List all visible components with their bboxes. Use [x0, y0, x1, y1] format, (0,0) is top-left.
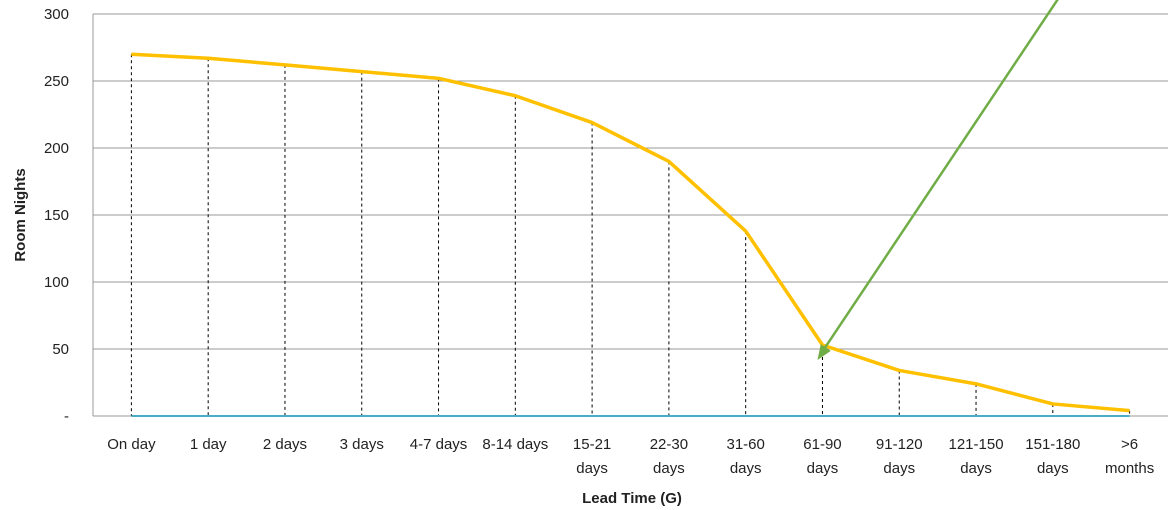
x-tick-label: 121-150 days	[949, 436, 1004, 477]
x-tick-labels: On day 1 day 2 days 3 days 4-7 days 8-14 days…	[107, 436, 1154, 477]
x-tick-label: 151-180 days	[1025, 436, 1080, 477]
y-tick-label: 150	[44, 207, 69, 224]
x-tick-label: 22-30 days	[650, 436, 688, 477]
x-tick-label: 4-7 days	[410, 436, 468, 453]
x-tick-label: 1 day	[190, 436, 227, 453]
drop-lines	[130, 54, 1131, 416]
x-axis-title: Lead Time (G)	[582, 490, 682, 507]
x-tick-label: 2 days	[263, 436, 307, 453]
annotation-arrow-shaft	[822, 0, 1059, 351]
y-axis-title: Room Nights	[12, 168, 29, 261]
y-tick-label: -	[64, 408, 69, 425]
y-tick-label: 300	[44, 6, 69, 23]
x-tick-label: 8-14 days	[482, 436, 548, 453]
gridlines	[92, 13, 1168, 417]
annotation-arrow-head	[817, 344, 831, 360]
x-tick-label: 31-60 days	[726, 436, 764, 477]
series-group	[131, 52, 1130, 417]
y-tick-label: 250	[44, 73, 69, 90]
x-tick-label: >6 months	[1105, 436, 1154, 477]
y-tick-label: 200	[44, 140, 69, 157]
annotation-group	[817, 0, 1059, 360]
series-line	[131, 52, 1130, 413]
y-tick-label: 50	[52, 341, 69, 358]
x-tick-label: 15-21 days	[573, 436, 611, 477]
x-tick-label: 91-120 days	[876, 436, 923, 477]
x-tick-label: 61-90 days	[803, 436, 841, 477]
x-tick-label: 3 days	[340, 436, 384, 453]
y-tick-labels: - 50 100 150 200 250 300	[44, 6, 69, 425]
x-tick-label: On day	[107, 436, 156, 453]
y-tick-label: 100	[44, 274, 69, 291]
